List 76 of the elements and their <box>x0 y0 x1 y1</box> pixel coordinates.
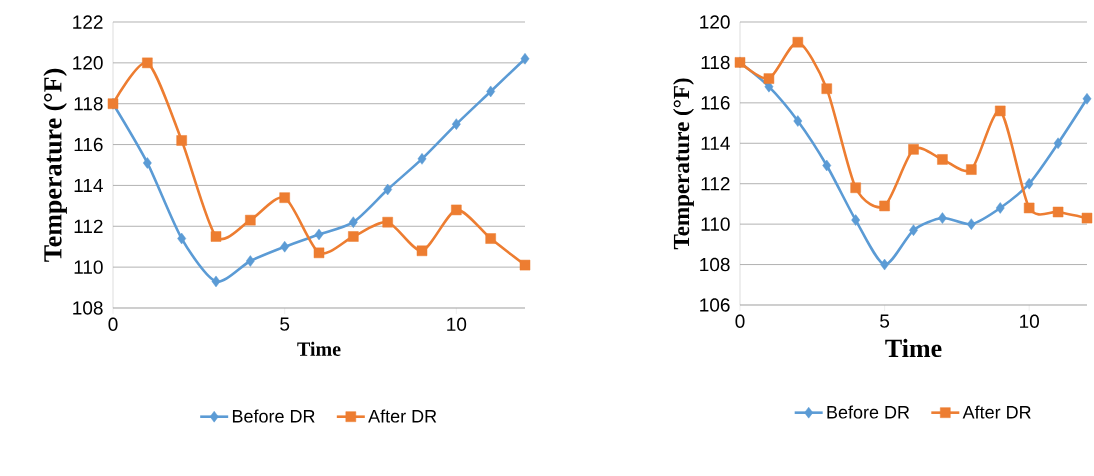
point <box>519 259 531 271</box>
point <box>792 36 804 48</box>
point <box>1023 202 1035 214</box>
x-tick-label: 5 <box>280 317 290 331</box>
point <box>1053 137 1063 150</box>
point <box>177 232 187 245</box>
y-tick-label: 108 <box>73 301 103 315</box>
point <box>348 216 358 228</box>
legend-label: After DR <box>368 409 437 423</box>
point <box>1024 177 1034 190</box>
point <box>451 204 462 216</box>
y-tick-label: 120 <box>700 15 730 29</box>
point <box>348 231 359 242</box>
point <box>966 164 977 175</box>
y-tick-label: 118 <box>701 55 730 70</box>
point <box>416 245 428 257</box>
point <box>995 202 1005 214</box>
point <box>995 105 1006 117</box>
point <box>486 85 496 98</box>
point <box>211 275 221 288</box>
y-tick-label: 122 <box>73 15 103 29</box>
x-tick-label: 5 <box>880 314 890 328</box>
point <box>520 53 530 65</box>
point <box>451 118 461 130</box>
point <box>142 157 152 169</box>
y-tick-label: 120 <box>73 56 103 70</box>
point <box>937 154 948 165</box>
point <box>176 135 187 146</box>
y-tick-label: 110 <box>701 217 730 231</box>
y-tick-label: 116 <box>701 96 730 110</box>
point <box>908 144 919 155</box>
x-tick-label: 0 <box>108 317 118 331</box>
point <box>938 212 947 224</box>
y-tick-label: 114 <box>701 136 730 150</box>
point <box>279 192 290 203</box>
point <box>210 231 222 242</box>
point <box>245 255 255 267</box>
point <box>417 153 427 165</box>
point <box>142 57 153 69</box>
point <box>1052 206 1064 218</box>
y-tick-label: 108 <box>700 257 730 272</box>
point <box>383 183 393 196</box>
point <box>1082 93 1092 105</box>
point <box>822 159 832 172</box>
point <box>909 224 918 236</box>
y-axis-title: Temperature (°F) <box>43 68 67 262</box>
y-tick-label: 112 <box>701 177 730 191</box>
point <box>850 182 861 193</box>
point <box>1081 212 1093 224</box>
y-axis-title: Temperature (°F) <box>673 78 694 250</box>
point <box>966 218 976 230</box>
point <box>280 240 290 253</box>
point <box>793 115 803 127</box>
point <box>485 233 496 244</box>
y-tick-label: 114 <box>74 178 103 192</box>
point <box>851 214 861 226</box>
point <box>245 214 256 226</box>
point <box>314 228 324 241</box>
legend-label: After DR <box>962 405 1031 419</box>
x-tick-label: 10 <box>1020 314 1039 328</box>
x-axis-title: Time <box>297 341 341 356</box>
point <box>313 247 325 259</box>
y-tick-label: 116 <box>74 137 103 152</box>
point <box>879 200 890 212</box>
y-tick-label: 118 <box>74 96 103 111</box>
y-tick-label: 112 <box>74 219 103 233</box>
point <box>763 73 775 84</box>
legend-label: Before DR <box>232 409 315 423</box>
point <box>382 216 393 228</box>
x-tick-label: 0 <box>735 314 745 328</box>
point <box>821 83 832 94</box>
y-tick-label: 110 <box>74 260 103 274</box>
legend-label: Before DR <box>827 405 910 419</box>
y-tick-label: 106 <box>700 298 730 312</box>
x-tick-label: 10 <box>447 317 467 331</box>
x-axis-title: Time <box>885 338 942 358</box>
